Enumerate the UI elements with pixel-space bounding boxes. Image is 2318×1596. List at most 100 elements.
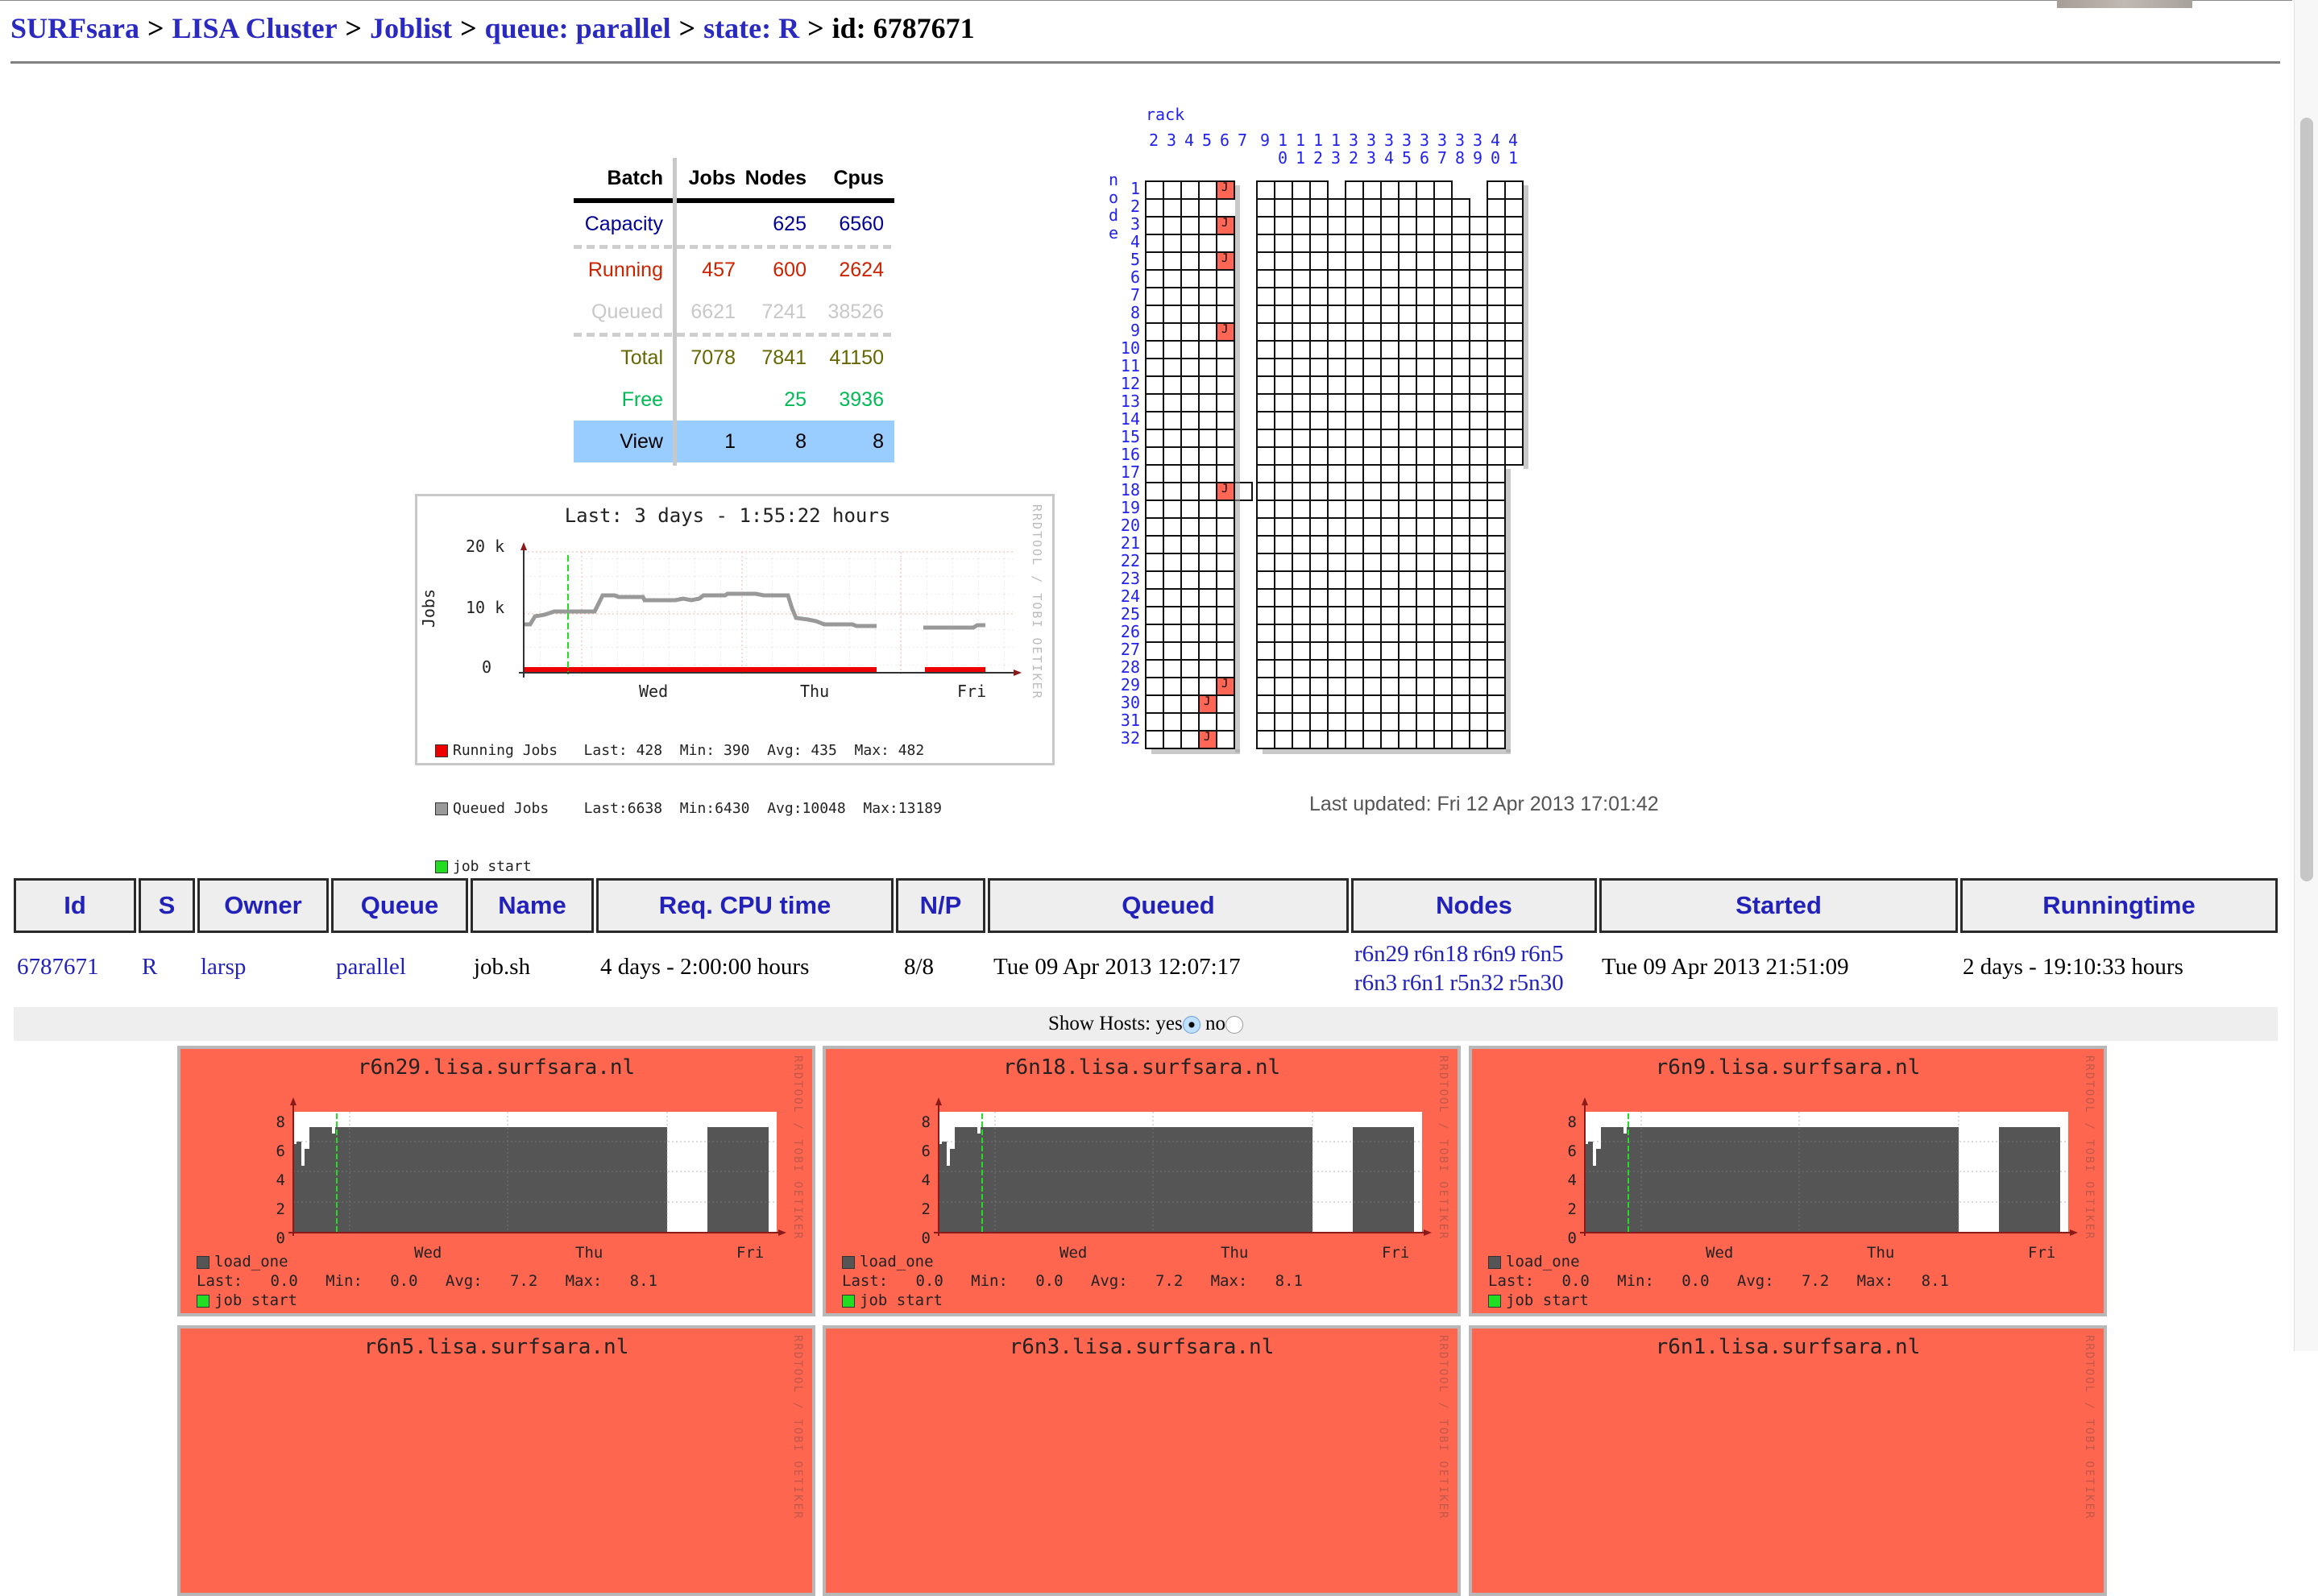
node-cell-r33n22[interactable] <box>1362 553 1382 572</box>
node-cell-r40n30[interactable] <box>1487 694 1506 714</box>
node-cell-r4n9[interactable] <box>1180 322 1200 342</box>
breadcrumb-queue[interactable]: queue: parallel <box>484 12 671 44</box>
node-cell-r34n23[interactable] <box>1380 570 1400 590</box>
node-cell-r32n19[interactable] <box>1345 500 1364 519</box>
node-cell-r37n23[interactable] <box>1433 570 1453 590</box>
node-cell-r11n20[interactable] <box>1292 517 1311 537</box>
node-cell-r3n8[interactable] <box>1163 305 1182 324</box>
node-cell-r13n32[interactable] <box>1327 730 1346 749</box>
node-cell-r12n20[interactable] <box>1309 517 1329 537</box>
node-cell-r32n26[interactable] <box>1345 624 1364 643</box>
node-cell-r38n3[interactable] <box>1451 216 1470 235</box>
node-cell-r12n28[interactable] <box>1309 659 1329 678</box>
node-cell-r33n14[interactable] <box>1362 411 1382 430</box>
node-cell-r3n25[interactable] <box>1163 606 1182 625</box>
node-cell-r3n27[interactable] <box>1163 641 1182 661</box>
node-cell-r41n13[interactable] <box>1504 393 1524 412</box>
node-cell-r33n27[interactable] <box>1362 641 1382 661</box>
show-hosts-no-radio[interactable] <box>1225 1016 1243 1034</box>
node-cell-r39n15[interactable] <box>1469 429 1488 448</box>
node-cell-r35n12[interactable] <box>1398 375 1417 395</box>
node-cell-r4n18[interactable] <box>1180 482 1200 501</box>
breadcrumb-state[interactable]: state: R <box>703 12 800 44</box>
node-cell-r5n3[interactable] <box>1198 216 1217 235</box>
job-id-link[interactable]: 6787671 <box>17 953 99 980</box>
node-cell-r32n31[interactable] <box>1345 712 1364 732</box>
node-cell-r3n32[interactable] <box>1163 730 1182 749</box>
node-cell-r2n3[interactable] <box>1145 216 1164 235</box>
node-cell-r38n31[interactable] <box>1451 712 1470 732</box>
node-cell-r32n6[interactable] <box>1345 269 1364 288</box>
node-cell-r5n32[interactable] <box>1198 730 1217 749</box>
node-cell-r3n11[interactable] <box>1163 358 1182 377</box>
node-cell-r10n10[interactable] <box>1274 340 1293 359</box>
node-cell-r5n29[interactable] <box>1198 677 1217 696</box>
node-cell-r12n22[interactable] <box>1309 553 1329 572</box>
host-load-graph[interactable]: r6n1.lisa.surfsara.nl RRDTOOL / TOBI OETI… <box>1469 1325 2107 1596</box>
node-cell-r33n26[interactable] <box>1362 624 1382 643</box>
node-cell-r34n22[interactable] <box>1380 553 1400 572</box>
node-cell-r6n18[interactable] <box>1216 482 1235 501</box>
node-cell-r34n20[interactable] <box>1380 517 1400 537</box>
host-load-graph[interactable]: r6n5.lisa.surfsara.nl RRDTOOL / TOBI OETI… <box>177 1325 815 1596</box>
node-cell-r38n32[interactable] <box>1451 730 1470 749</box>
node-cell-r36n25[interactable] <box>1416 606 1435 625</box>
node-cell-r34n15[interactable] <box>1380 429 1400 448</box>
node-cell-r10n28[interactable] <box>1274 659 1293 678</box>
node-cell-r3n16[interactable] <box>1163 446 1182 466</box>
node-cell-r11n21[interactable] <box>1292 535 1311 554</box>
node-cell-r34n30[interactable] <box>1380 694 1400 714</box>
node-cell-r6n4[interactable] <box>1216 234 1235 253</box>
node-cell-r5n31[interactable] <box>1198 712 1217 732</box>
node-cell-r3n9[interactable] <box>1163 322 1182 342</box>
node-cell-r3n17[interactable] <box>1163 464 1182 483</box>
node-cell-r36n20[interactable] <box>1416 517 1435 537</box>
node-cell-r4n16[interactable] <box>1180 446 1200 466</box>
node-cell-r2n8[interactable] <box>1145 305 1164 324</box>
node-cell-r4n24[interactable] <box>1180 588 1200 607</box>
node-cell-r4n5[interactable] <box>1180 251 1200 271</box>
node-cell-r35n26[interactable] <box>1398 624 1417 643</box>
node-cell-r41n1[interactable] <box>1504 180 1524 200</box>
node-cell-r5n1[interactable] <box>1198 180 1217 200</box>
node-cell-r13n3[interactable] <box>1327 216 1346 235</box>
node-cell-r3n13[interactable] <box>1163 393 1182 412</box>
node-cell-r4n27[interactable] <box>1180 641 1200 661</box>
node-cell-r32n9[interactable] <box>1345 322 1364 342</box>
node-cell-r12n1[interactable] <box>1309 180 1329 200</box>
node-cell-r37n16[interactable] <box>1433 446 1453 466</box>
node-cell-r38n26[interactable] <box>1451 624 1470 643</box>
node-cell-r9n26[interactable] <box>1256 624 1275 643</box>
node-cell-r9n16[interactable] <box>1256 446 1275 466</box>
node-cell-r13n20[interactable] <box>1327 517 1346 537</box>
node-cell-r40n21[interactable] <box>1487 535 1506 554</box>
node-cell-r3n28[interactable] <box>1163 659 1182 678</box>
node-cell-r35n27[interactable] <box>1398 641 1417 661</box>
node-cell-r2n26[interactable] <box>1145 624 1164 643</box>
node-cell-r38n5[interactable] <box>1451 251 1470 271</box>
node-cell-r4n4[interactable] <box>1180 234 1200 253</box>
node-cell-r10n3[interactable] <box>1274 216 1293 235</box>
node-cell-r11n15[interactable] <box>1292 429 1311 448</box>
node-cell-r36n28[interactable] <box>1416 659 1435 678</box>
node-cell-r33n31[interactable] <box>1362 712 1382 732</box>
node-cell-r34n10[interactable] <box>1380 340 1400 359</box>
node-cell-r37n2[interactable] <box>1433 198 1453 218</box>
node-cell-r34n1[interactable] <box>1380 180 1400 200</box>
node-cell-r2n1[interactable] <box>1145 180 1164 200</box>
node-cell-r10n14[interactable] <box>1274 411 1293 430</box>
node-cell-r12n10[interactable] <box>1309 340 1329 359</box>
node-cell-r40n23[interactable] <box>1487 570 1506 590</box>
node-cell-r4n19[interactable] <box>1180 500 1200 519</box>
node-cell-r35n9[interactable] <box>1398 322 1417 342</box>
node-cell-r11n26[interactable] <box>1292 624 1311 643</box>
node-cell-r39n6[interactable] <box>1469 269 1488 288</box>
column-header-nodes[interactable]: Nodes <box>1351 878 1597 933</box>
node-cell-r39n32[interactable] <box>1469 730 1488 749</box>
node-cell-r39n26[interactable] <box>1469 624 1488 643</box>
node-cell-r32n5[interactable] <box>1345 251 1364 271</box>
node-cell-r33n2[interactable] <box>1362 198 1382 218</box>
node-cell-r11n22[interactable] <box>1292 553 1311 572</box>
node-cell-r36n13[interactable] <box>1416 393 1435 412</box>
node-cell-r41n6[interactable] <box>1504 269 1524 288</box>
